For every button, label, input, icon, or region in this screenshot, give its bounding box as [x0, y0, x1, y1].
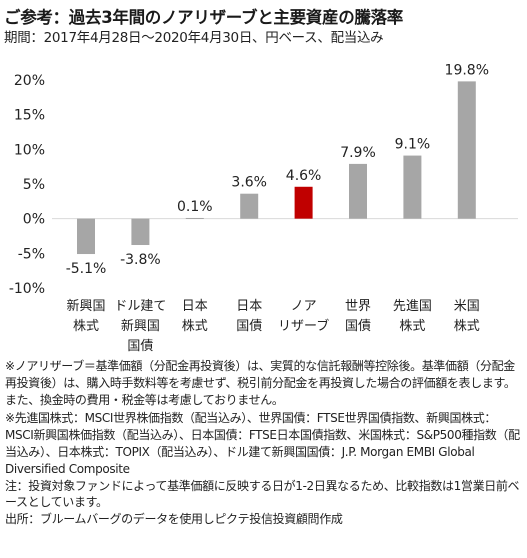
x-tick-label: 株式	[182, 319, 208, 334]
y-tick-label: 20%	[14, 73, 45, 89]
y-tick-label: 15%	[14, 108, 45, 124]
bar	[185, 217, 204, 219]
x-tick-label: ノア	[291, 299, 317, 314]
x-tick-label: ドル建て	[114, 299, 166, 314]
x-tick-label: リザーブ	[278, 318, 329, 334]
x-tick-label: 米国	[454, 299, 480, 314]
y-tick-label: -10%	[9, 281, 45, 297]
data-label: 9.1%	[395, 137, 431, 153]
data-label: 19.8%	[445, 62, 489, 78]
footnote-indices: ※先進国株式：MSCI世界株価指数（配当込み）、世界国債：FTSE世界国債指数、…	[5, 411, 520, 476]
x-tick-label: 新興国	[66, 298, 105, 314]
y-tick-label: 10%	[14, 142, 45, 158]
data-label: -5.1%	[66, 261, 107, 277]
bar	[131, 218, 150, 246]
x-tick-label: 国債	[236, 319, 262, 334]
x-tick-label: 新興国	[121, 318, 160, 334]
bar	[349, 163, 367, 219]
bar	[403, 155, 422, 219]
x-tick-label: 株式	[454, 319, 480, 334]
page-subtitle: 期間：2017年4月28日～2020年4月30日、円ベース、配当込み	[4, 30, 384, 46]
bar	[240, 193, 259, 219]
footnote-note: 注：投資対象ファンドによって基準価額に反映する日が1-2日異なるため、比較指数は…	[5, 478, 520, 510]
data-label: 3.6%	[231, 175, 267, 191]
footnote-noa-reserve: ※ノアリザーブ＝基準価額（分配金再投資後）は、実質的な信託報酬等控除後。基準価額…	[5, 359, 516, 407]
x-tick-label: 先進国	[393, 299, 432, 314]
y-tick-label: 5%	[23, 177, 45, 193]
x-tick-label: 世界	[345, 299, 371, 314]
x-tick-label: 国債	[127, 339, 153, 354]
bar	[294, 186, 313, 219]
data-label: -3.8%	[120, 252, 161, 268]
data-label: 4.6%	[286, 168, 322, 184]
bar-chart: 20%15%10%5%0%-5%-10%-5.1%新興国株式-3.8%ドル建て新…	[9, 62, 518, 354]
bar	[77, 218, 95, 255]
x-tick-label: 国債	[345, 319, 371, 334]
data-label: 0.1%	[177, 199, 213, 215]
y-tick-label: 0%	[23, 212, 45, 228]
footnote-source: 出所：ブルームバーグのデータを使用しピクテ投信投資顧問作成	[5, 512, 343, 527]
bar	[457, 81, 476, 219]
x-tick-label: 日本	[236, 299, 262, 314]
x-tick-label: 株式	[399, 319, 425, 334]
data-label: 7.9%	[340, 145, 376, 161]
x-tick-label: 日本	[182, 299, 208, 314]
footnotes: ※ノアリザーブ＝基準価額（分配金再投資後）は、実質的な信託報酬等控除後。基準価額…	[5, 358, 523, 528]
y-tick-label: -5%	[18, 246, 45, 262]
x-tick-label: 株式	[73, 319, 99, 334]
page-title: ご参考：過去3年間のノアリザーブと主要資産の騰落率	[4, 8, 403, 27]
